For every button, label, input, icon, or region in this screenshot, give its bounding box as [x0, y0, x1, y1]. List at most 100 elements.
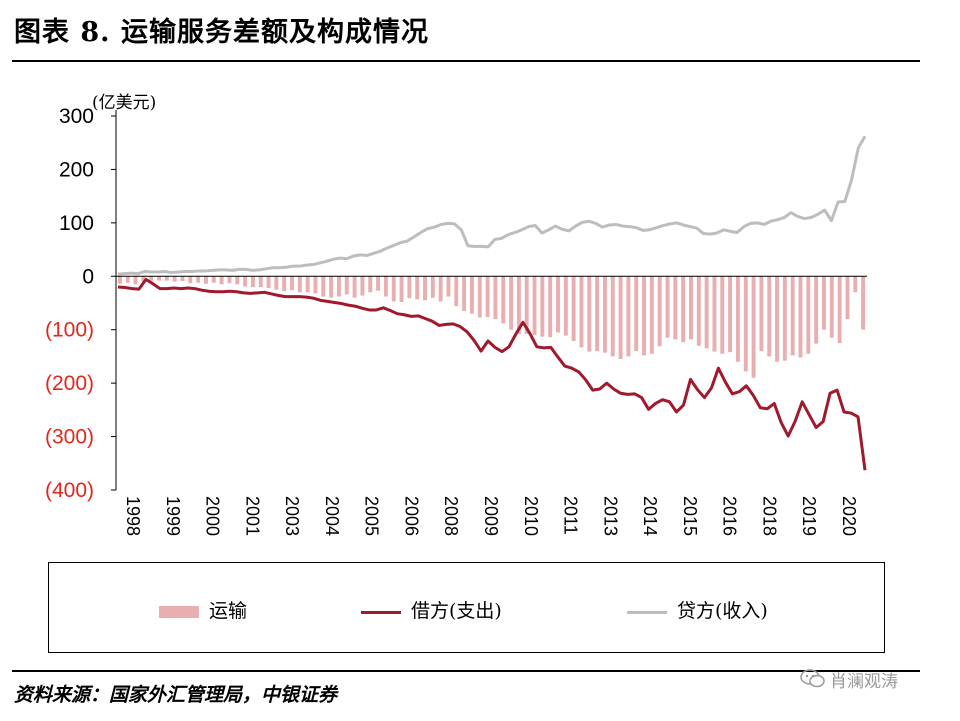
- x-tick-label-6: 2005: [362, 496, 382, 536]
- y-tick-label-2: 100: [59, 212, 94, 235]
- bar-transport-79: [735, 276, 740, 362]
- bar-transport-6: [164, 276, 169, 281]
- x-tick-label-17: 2019: [799, 496, 819, 536]
- x-tick-label-5: 2004: [322, 496, 342, 536]
- series-lines: [117, 135, 867, 471]
- transport-bars: [117, 276, 866, 378]
- bar-transport-38: [415, 276, 420, 300]
- legend-item-credit: 贷方(收入): [627, 596, 768, 622]
- bar-transport-26: [321, 276, 326, 297]
- page-title: 图表 8. 运输服务差额及构成情况: [14, 17, 429, 48]
- line-credit: [117, 135, 867, 276]
- bar-transport-43: [454, 276, 459, 307]
- bar-transport-61: [595, 276, 600, 352]
- bar-transport-30: [352, 276, 357, 298]
- x-tick-label-12: 2013: [600, 496, 620, 536]
- bar-transport-34: [383, 276, 388, 297]
- bar-transport-68: [649, 276, 654, 354]
- bar-transport-78: [728, 276, 733, 353]
- bar-transport-53: [532, 276, 537, 336]
- bar-transport-28: [337, 276, 341, 297]
- bar-transport-16: [243, 276, 248, 287]
- legend-item-transport: 运输: [159, 596, 247, 622]
- x-tick-label-0: 1998: [123, 496, 143, 536]
- bar-transport-86: [790, 276, 795, 356]
- bar-transport-58: [571, 276, 576, 341]
- x-tick-label-7: 2006: [401, 496, 421, 536]
- legend-swatch-transport: [159, 606, 199, 618]
- x-tick-label-8: 2008: [441, 496, 461, 536]
- bar-transport-45: [469, 276, 474, 314]
- x-tick-label-11: 2011: [561, 496, 581, 535]
- x-tick-label-13: 2014: [640, 496, 660, 536]
- bar-transport-21: [282, 276, 287, 292]
- legend-label-credit: 贷方(收入): [677, 600, 768, 622]
- bar-transport-90: [822, 276, 826, 330]
- bar-transport-89: [814, 276, 819, 344]
- x-tick-label-18: 2020: [839, 496, 859, 536]
- bar-transport-56: [556, 276, 560, 333]
- bar-transport-59: [579, 276, 584, 348]
- x-tick-label-3: 2001: [242, 496, 262, 536]
- bar-transport-82: [759, 276, 764, 352]
- bar-transport-83: [767, 276, 772, 357]
- bar-transport-74: [696, 276, 701, 346]
- y-tick-label-1: 200: [59, 158, 94, 181]
- legend-label-transport: 运输: [209, 600, 248, 622]
- y-tick-label-6: (300): [45, 426, 94, 449]
- bar-transport-2: [133, 276, 138, 285]
- legend-swatch-debit: [361, 610, 401, 614]
- bar-transport-73: [689, 276, 693, 340]
- bar-transport-84: [775, 276, 779, 362]
- bar-transport-47: [485, 276, 490, 317]
- y-tick-label-5: (200): [45, 372, 94, 395]
- y-tick-labels: 300 200 100 0 (100) (200) (300) (400): [45, 105, 94, 502]
- x-tick-label-1: 1999: [163, 496, 183, 536]
- legend-label-debit: 借方(支出): [411, 600, 502, 622]
- bar-transport-81: [751, 276, 756, 378]
- bar-transport-88: [806, 276, 811, 354]
- transport-balance-chart: 300 200 100 0 (100) (200) (300) (400) 1998 1999 2…: [45, 93, 867, 536]
- x-tick-label-4: 2003: [282, 496, 302, 536]
- bar-transport-35: [391, 276, 396, 302]
- y-tick-label-3: 0: [82, 265, 94, 288]
- x-tick-label-15: 2016: [720, 496, 740, 536]
- bar-transport-33: [376, 276, 381, 291]
- title-divider: [12, 60, 920, 62]
- bar-transport-27: [329, 276, 334, 298]
- line-debit: [117, 277, 867, 471]
- bar-transport-36: [399, 276, 404, 302]
- bar-transport-9: [188, 276, 193, 284]
- y-tick-label-0: 300: [59, 105, 94, 128]
- bar-transport-17: [250, 276, 255, 287]
- y-tick-label-7: (400): [45, 479, 94, 502]
- bar-transport-37: [407, 276, 412, 299]
- bar-transport-10: [196, 276, 201, 283]
- bar-transport-4: [149, 276, 154, 282]
- bar-transport-76: [712, 276, 717, 352]
- bar-transport-1: [125, 276, 130, 283]
- legend-swatch-credit: [627, 610, 667, 614]
- bar-transport-64: [618, 276, 623, 360]
- bar-transport-32: [368, 276, 373, 293]
- watermark-text: 肖澜观涛: [830, 671, 898, 692]
- bar-transport-94: [853, 276, 858, 293]
- legend-item-debit: 借方(支出): [361, 596, 502, 622]
- bar-transport-67: [642, 276, 646, 356]
- y-tick-label-4: (100): [45, 319, 94, 342]
- bar-transport-20: [274, 276, 279, 290]
- bar-transport-80: [743, 276, 748, 372]
- bar-transport-12: [211, 276, 216, 283]
- bar-transport-41: [438, 276, 443, 302]
- bar-transport-49: [501, 276, 506, 324]
- bar-transport-42: [446, 276, 451, 297]
- x-tick-label-10: 2010: [521, 496, 541, 536]
- bar-transport-31: [360, 276, 365, 296]
- watermark: 肖澜观涛: [800, 664, 898, 694]
- bar-transport-85: [782, 276, 787, 361]
- x-tick-label-9: 2009: [481, 496, 501, 536]
- bar-transport-14: [227, 276, 232, 284]
- bar-transport-62: [602, 276, 607, 353]
- bar-transport-46: [477, 276, 482, 318]
- bar-transport-65: [626, 276, 631, 357]
